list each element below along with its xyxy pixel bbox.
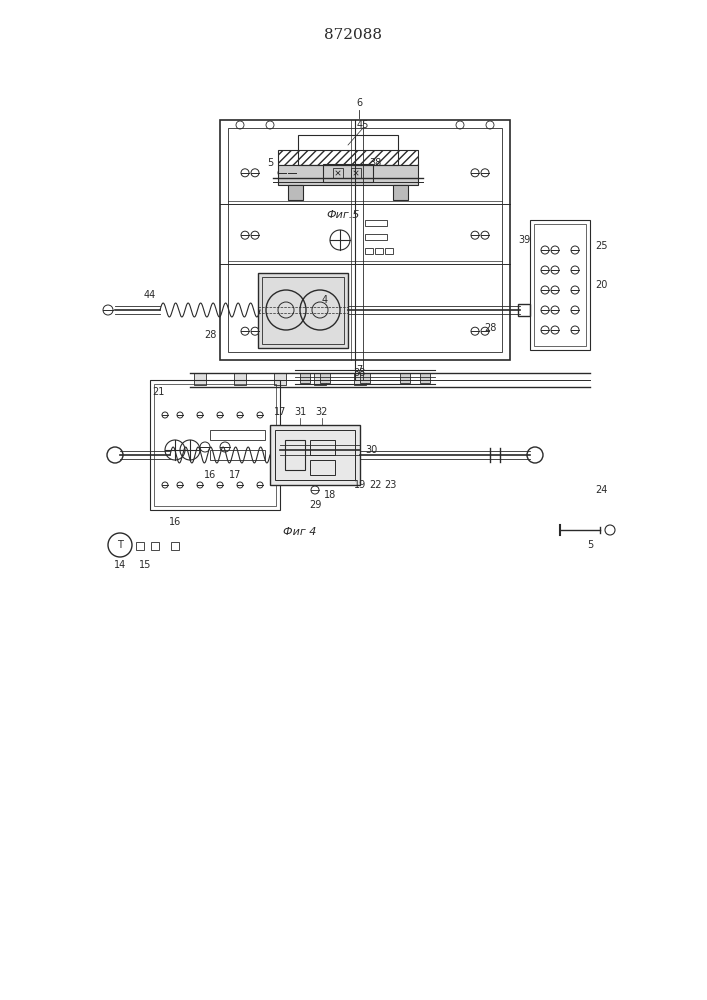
Text: 24: 24: [595, 485, 607, 495]
Text: 32: 32: [316, 407, 328, 417]
Bar: [278, 165, 418, 185]
Bar: [530, 220, 590, 350]
Text: 31: 31: [294, 407, 306, 417]
Bar: [278, 150, 418, 165]
Bar: [518, 304, 530, 316]
Text: 5: 5: [587, 540, 593, 550]
Bar: [274, 373, 286, 385]
Text: 39: 39: [518, 235, 530, 245]
Text: 21: 21: [152, 387, 164, 397]
Bar: [365, 220, 387, 226]
Bar: [220, 120, 510, 360]
Bar: [288, 185, 303, 200]
Bar: [375, 248, 383, 254]
Bar: [171, 542, 179, 550]
Text: 17: 17: [229, 470, 241, 480]
Text: 17: 17: [274, 407, 286, 417]
Bar: [354, 373, 366, 385]
Text: 19: 19: [354, 480, 366, 490]
Bar: [320, 373, 330, 383]
Text: 25: 25: [595, 241, 607, 251]
Bar: [420, 373, 430, 383]
Text: 15: 15: [139, 560, 151, 570]
Text: 6: 6: [356, 98, 362, 108]
Text: 29: 29: [309, 500, 321, 510]
Text: 22: 22: [369, 480, 381, 490]
Text: 44: 44: [144, 290, 156, 300]
Text: T: T: [117, 540, 123, 550]
Bar: [270, 425, 360, 485]
Bar: [154, 384, 276, 506]
Bar: [136, 542, 144, 550]
Bar: [228, 128, 502, 352]
Bar: [300, 373, 310, 383]
Text: 28: 28: [204, 330, 216, 340]
Text: 18: 18: [324, 490, 336, 500]
Bar: [534, 224, 586, 346]
Text: 20: 20: [595, 280, 607, 290]
Text: 5: 5: [267, 158, 273, 168]
Bar: [275, 430, 355, 480]
Text: 45: 45: [357, 120, 369, 130]
Bar: [298, 135, 398, 165]
Text: 14: 14: [114, 560, 126, 570]
Bar: [400, 373, 410, 383]
Bar: [210, 430, 265, 440]
Bar: [323, 164, 373, 182]
Bar: [234, 373, 246, 385]
Bar: [393, 185, 408, 200]
Bar: [314, 373, 326, 385]
Text: 28: 28: [484, 323, 496, 333]
Text: 16: 16: [204, 470, 216, 480]
Bar: [351, 168, 361, 178]
Text: 872088: 872088: [324, 28, 382, 42]
Bar: [365, 248, 373, 254]
Bar: [310, 460, 335, 475]
Bar: [151, 542, 159, 550]
Bar: [210, 450, 265, 460]
Bar: [365, 234, 387, 240]
Text: 30: 30: [365, 445, 378, 455]
Text: 38: 38: [369, 158, 381, 168]
Bar: [310, 440, 335, 455]
Text: Фиг.5: Фиг.5: [327, 210, 360, 220]
Bar: [150, 380, 280, 510]
Bar: [360, 373, 370, 383]
Bar: [262, 277, 344, 344]
Text: 16: 16: [169, 517, 181, 527]
Bar: [385, 248, 393, 254]
Text: 23: 23: [384, 480, 396, 490]
Bar: [258, 273, 348, 348]
Bar: [333, 168, 343, 178]
Bar: [285, 440, 305, 470]
Text: 4: 4: [322, 295, 328, 305]
Text: Фиг 4: Фиг 4: [284, 527, 317, 537]
Text: 38: 38: [353, 368, 365, 378]
Text: 7: 7: [356, 365, 362, 375]
Bar: [194, 373, 206, 385]
